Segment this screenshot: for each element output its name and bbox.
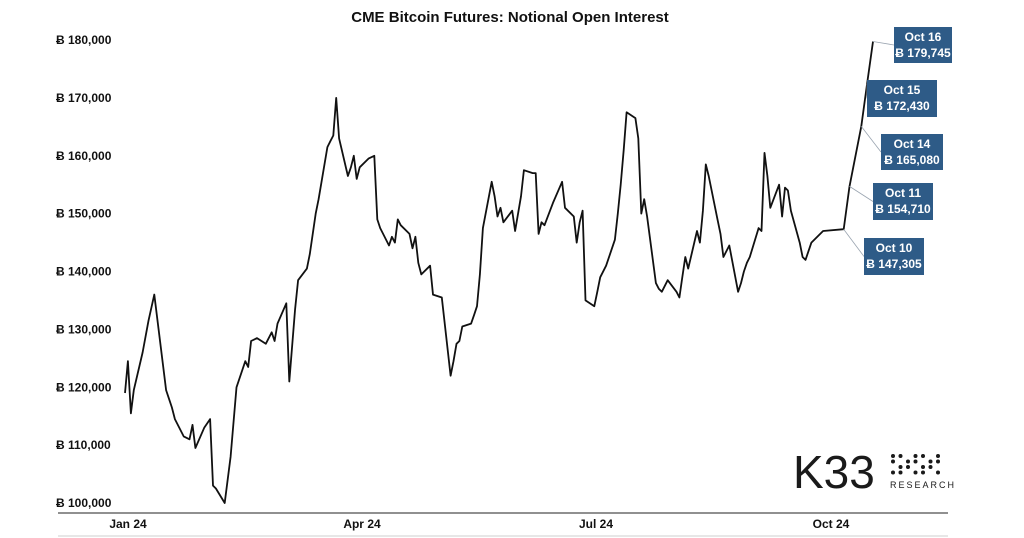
series-group [124,41,874,504]
callout-leader [843,228,865,257]
callouts-group: Oct 16 Ƀ 179,745 Oct 15 Ƀ 172,430 Oct 14 Ƀ 16… [843,27,952,275]
y-tick-label: Ƀ 100,000 [56,496,112,510]
callout-value-label: Ƀ 147,305 [866,257,922,271]
callout-leader [849,186,874,202]
logo-dot [898,465,903,469]
logo-dot [928,459,933,464]
series-line [124,41,874,504]
logo-subtext: RESEARCH [890,480,956,490]
x-tick-label: Apr 24 [343,517,381,531]
y-tick-label: Ƀ 150,000 [56,207,112,221]
callout-box [864,238,924,275]
y-tick-label: Ƀ 170,000 [56,91,112,105]
x-axis: Jan 24 Apr 24 Jul 24 Oct 24 [58,512,948,537]
callout-value-label: Ƀ 172,430 [874,99,930,113]
x-tick-label: Oct 24 [813,517,850,531]
y-tick-label: Ƀ 140,000 [56,265,112,279]
logo-dot [891,470,895,475]
logo-dot-mark [891,454,940,475]
y-tick-label: Ƀ 130,000 [56,322,112,336]
y-axis: Ƀ 100,000 Ƀ 110,000 Ƀ 120,000 Ƀ 130,000 Ƀ 14… [56,33,112,510]
chart-title: CME Bitcoin Futures: Notional Open Inter… [351,9,669,26]
callout-leader [872,41,895,46]
logo-dot [913,454,918,458]
logo-dot [913,459,918,464]
logo-dot [906,459,910,464]
callout-value-label: Ƀ 165,080 [884,153,940,167]
logo-text: K33 [793,446,875,498]
logo-dot [928,465,933,469]
logo-dot [921,470,925,475]
logo-dot [921,465,925,469]
logo-dot [891,454,895,458]
k33-research-logo: K33 RESEARCH [793,446,956,498]
callout-date-label: Oct 15 [884,83,921,97]
logo-dot [936,470,940,475]
y-tick-label: Ƀ 120,000 [56,380,112,394]
logo-dot [898,470,903,475]
logo-dot [891,459,895,464]
x-tick-label: Jan 24 [109,517,147,531]
logo-dot [913,470,918,475]
logo-dot [936,454,940,458]
callout-box [873,183,933,220]
callout-date-label: Oct 14 [894,137,931,151]
y-tick-label: Ƀ 160,000 [56,149,112,163]
logo-dot [936,459,940,464]
logo-dot [921,454,925,458]
callout-date-label: Oct 10 [876,241,913,255]
y-tick-label: Ƀ 110,000 [56,438,111,452]
x-tick-label: Jul 24 [579,517,613,531]
callout-date-label: Oct 11 [885,186,921,200]
callout-box [881,134,943,170]
callout-leader [860,126,882,153]
logo-dot [898,454,903,458]
callout-box [894,27,952,63]
callout-date-label: Oct 16 [905,30,942,44]
callout-value-label: Ƀ 154,710 [875,202,931,216]
callout-value-label: Ƀ 179,745 [895,46,951,60]
callout-box [867,80,937,117]
y-tick-label: Ƀ 180,000 [56,33,112,47]
logo-dot [906,465,910,469]
